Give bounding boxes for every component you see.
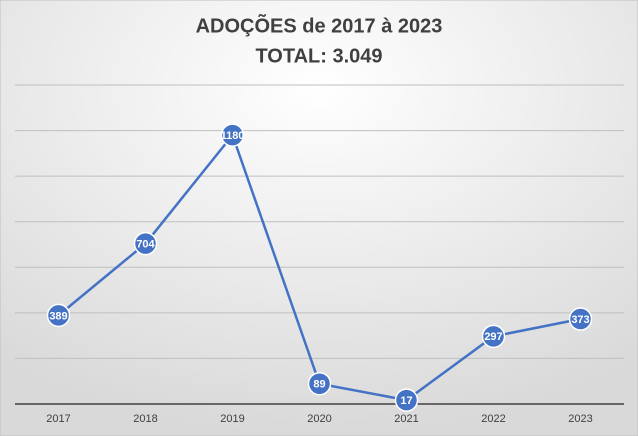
marker xyxy=(307,371,332,396)
marker xyxy=(481,324,506,349)
value-label: 389 xyxy=(49,310,67,322)
chart-title: ADOÇÕES de 2017 à 2023 xyxy=(196,13,443,37)
x-tick-label: 2022 xyxy=(481,413,505,425)
value-label: 17 xyxy=(400,395,412,407)
x-tick-label: 2023 xyxy=(568,413,592,425)
x-tick-label: 2017 xyxy=(46,413,70,425)
x-tick-label: 2020 xyxy=(307,413,331,425)
value-label: 297 xyxy=(484,331,502,343)
marker xyxy=(46,303,71,328)
x-tick-label: 2021 xyxy=(394,413,418,425)
marker xyxy=(220,123,245,147)
value-label: 89 xyxy=(313,379,325,391)
marker xyxy=(133,231,158,256)
value-label: 1180 xyxy=(221,130,245,142)
x-tick-label: 2018 xyxy=(133,413,157,425)
marker xyxy=(568,307,593,331)
value-label: 704 xyxy=(136,238,155,250)
value-label: 373 xyxy=(571,314,589,326)
marker xyxy=(394,388,419,412)
chart-subtitle: TOTAL: 3.049 xyxy=(255,45,382,67)
x-tick-label: 2019 xyxy=(220,413,244,425)
